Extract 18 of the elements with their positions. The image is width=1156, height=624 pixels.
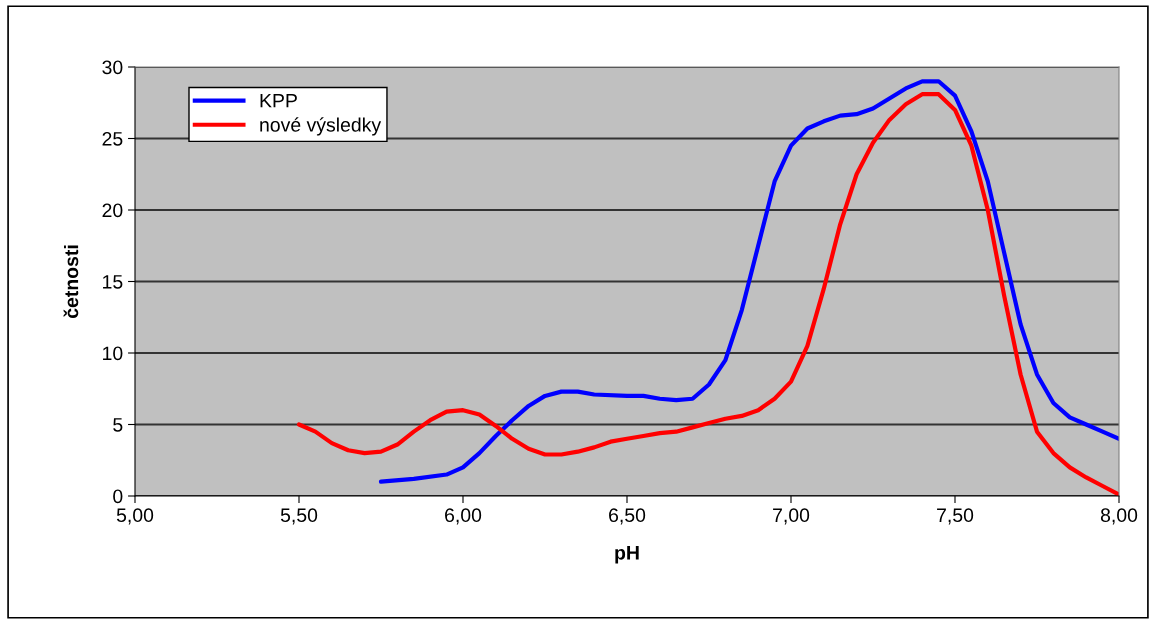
x-tick-label: 5,50 <box>280 508 318 525</box>
y-tick-label: 25 <box>102 131 123 146</box>
x-tick-label: 6,00 <box>445 508 482 525</box>
y-tick-label: 20 <box>102 203 123 218</box>
x-tick-label: 7,00 <box>773 508 810 525</box>
y-tick-label: 5 <box>113 418 123 432</box>
legend-label: nové výsledky <box>260 117 382 136</box>
x-axis-title: pH <box>615 546 639 564</box>
legend-label: KPP <box>260 93 297 108</box>
y-tick-label: 30 <box>102 60 123 75</box>
x-tick-label: 8,00 <box>1100 508 1138 525</box>
y-tick-label: 0 <box>113 489 123 504</box>
x-tick-label: 5,00 <box>116 508 154 525</box>
y-tick-label: 10 <box>103 346 123 361</box>
x-tick-label: 6,50 <box>609 508 646 525</box>
x-tick-label: 7,50 <box>937 508 974 525</box>
y-tick-label: 15 <box>103 275 123 289</box>
y-axis-title: četnosti <box>63 245 79 319</box>
